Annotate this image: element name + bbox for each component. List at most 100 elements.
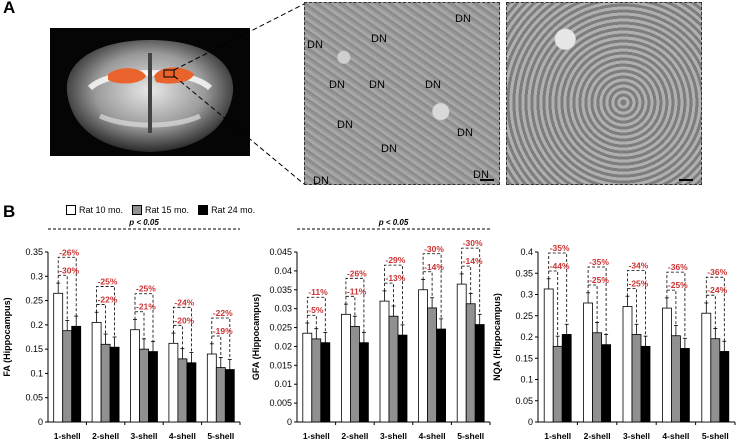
bar (224, 369, 235, 423)
dn-label: DN (473, 169, 489, 181)
annotation-label: -20% (174, 315, 194, 325)
annotation-label: -11% (308, 287, 328, 297)
annotation-label: -26% (59, 247, 79, 257)
y-tick-label: 0.01 (274, 379, 292, 389)
annotation-label: -25% (136, 284, 156, 294)
scale-bar (679, 179, 693, 181)
panel-label-b: B (3, 202, 16, 221)
legend: Rat 10 mo. Rat 15 mo. Rat 24 mo. (66, 205, 255, 215)
annotation-label: -22% (98, 294, 118, 304)
bar (148, 351, 158, 423)
annotation-label: -13% (386, 273, 406, 283)
significance-label: p < 0.05 (378, 218, 409, 227)
annotation-label: -24% (707, 285, 727, 295)
bar (662, 307, 672, 423)
comparison-bracket (173, 324, 183, 349)
comparison-bracket (135, 311, 145, 340)
left-hippocampus-highlight (108, 68, 146, 84)
x-tick-label: 5-shell (702, 431, 729, 441)
comparison-bracket (96, 304, 106, 335)
annotation-label: -11% (347, 286, 367, 296)
x-tick-label: 1-shell (544, 431, 571, 441)
comparison-bracket (211, 317, 231, 360)
comparison-bracket (422, 253, 442, 320)
comparison-bracket (666, 289, 677, 326)
comparison-bracket (548, 252, 568, 325)
legend-label: Rat 10 mo. (79, 205, 124, 215)
y-tick-label: 0.02 (274, 341, 292, 351)
bar (349, 326, 360, 423)
dn-label: DN (313, 175, 329, 187)
legend-swatch-24mo (198, 205, 209, 215)
mri-image (50, 28, 250, 156)
annotation-label: -34% (629, 260, 649, 270)
comparison-bracket (211, 335, 222, 358)
annotation-label: -36% (668, 262, 688, 272)
annotation-label: -19% (213, 326, 233, 336)
bar (561, 334, 572, 423)
panel-label-a: A (3, 0, 16, 17)
bar (62, 330, 73, 423)
x-tick-label: 2-shell (584, 431, 611, 441)
x-tick-label: 5-shell (207, 431, 234, 441)
y-tick-label: 0.045 (269, 247, 292, 257)
bar (311, 338, 322, 423)
x-tick-label: 2-shell (341, 431, 368, 441)
y-tick-label: 0 (287, 417, 292, 427)
annotation-label: -14% (463, 256, 483, 266)
comparison-bracket (173, 306, 192, 353)
bar (710, 338, 721, 423)
x-tick-label: 3-shell (131, 431, 158, 441)
comparison-bracket (461, 247, 481, 315)
comparison-bracket (705, 276, 725, 342)
bar (427, 307, 438, 423)
bar (139, 348, 149, 423)
x-tick-label: 3-shell (623, 431, 650, 441)
bar (109, 346, 120, 423)
y-tick-label: 0.35 (515, 268, 533, 278)
y-tick-label: 0.25 (25, 296, 43, 306)
bar (397, 334, 408, 423)
bar (418, 289, 429, 423)
y-axis-label: GFA (Hippocampus) (251, 294, 261, 380)
bar (465, 303, 476, 423)
y-tick-label: 0.3 (30, 271, 43, 281)
annotation-label: -30% (424, 244, 444, 254)
annotation-label: -35% (550, 243, 570, 253)
y-axis-label: FA (Hippocampus) (2, 297, 12, 376)
bar (340, 313, 351, 423)
bar (622, 305, 633, 423)
bar (592, 332, 602, 423)
y-tick-label: 0.3 (520, 290, 533, 300)
mri-brain-graphic (50, 28, 250, 156)
annotation-label: -35% (589, 257, 609, 267)
comparison-bracket (306, 296, 326, 333)
bar (71, 325, 82, 423)
bar (130, 329, 140, 423)
y-tick-label: 0.035 (269, 285, 292, 295)
y-tick-label: 0.03 (274, 304, 292, 314)
comparison-bracket (587, 266, 607, 335)
annotation-label: -36% (707, 267, 727, 277)
dn-label: DN (329, 79, 345, 91)
bar (302, 332, 313, 423)
electron-micrograph-right (506, 2, 702, 185)
comparison-bracket (345, 295, 356, 317)
x-tick-label: 1-shell (54, 431, 81, 441)
x-tick-label: 4-shell (662, 431, 689, 441)
bar (177, 358, 188, 423)
dn-label: DN (455, 13, 471, 25)
bar (358, 342, 369, 423)
comparison-bracket (588, 284, 598, 323)
annotation-label: -21% (136, 302, 156, 312)
annotation-label: -25% (668, 280, 688, 290)
bar (436, 328, 447, 423)
comparison-bracket (96, 286, 115, 338)
y-tick-label: 0 (528, 417, 533, 427)
bar (640, 345, 651, 423)
dn-label: DN (457, 127, 473, 139)
comparison-bracket (423, 271, 433, 298)
annotation-label: -30% (463, 238, 483, 248)
legend-swatch-15mo (132, 205, 143, 215)
